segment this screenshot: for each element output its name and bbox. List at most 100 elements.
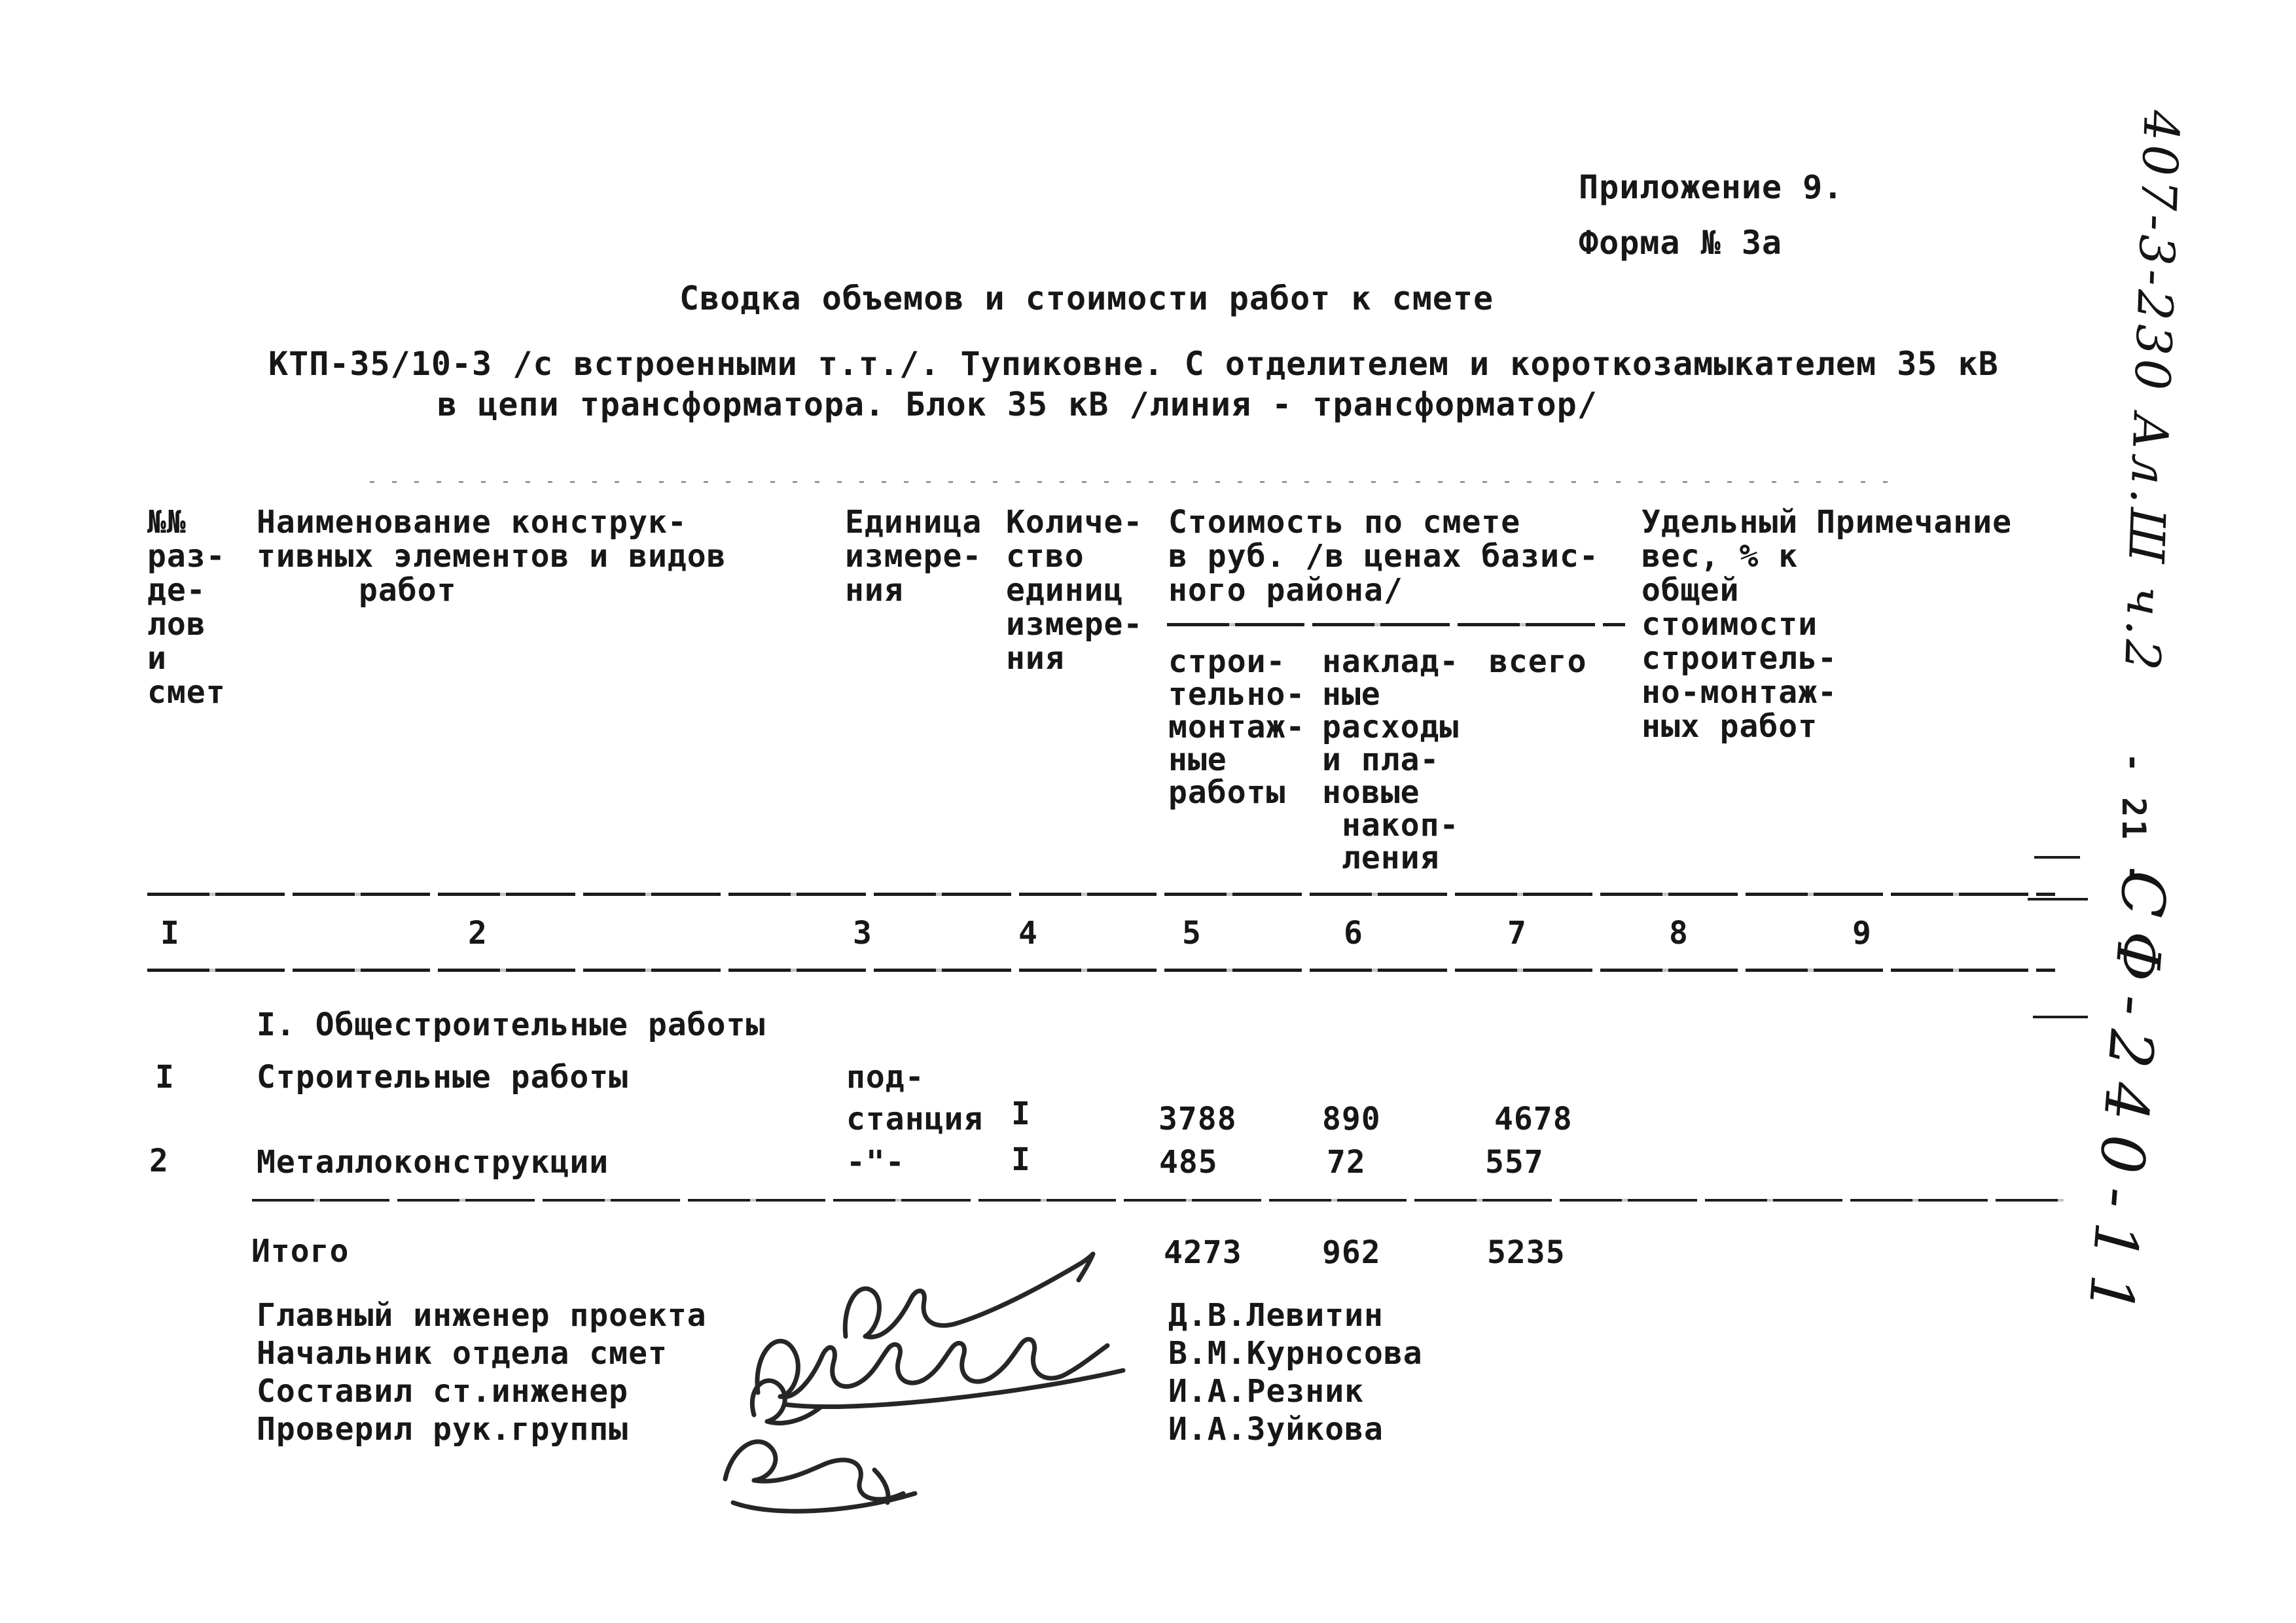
margin-page-number: - 21 - xyxy=(2115,753,2153,887)
col-number-8: 8 xyxy=(1669,915,1689,952)
header-col1-line: лов xyxy=(147,606,206,643)
doc-subtitle-line2: в цепи трансформатора. Блок 35 кВ /линия… xyxy=(437,385,1598,423)
signature-role: Составил ст.инженер xyxy=(257,1373,629,1410)
header-col7-line: всего xyxy=(1489,643,1587,680)
row-qty: I xyxy=(1011,1141,1031,1178)
row-total-cost: 557 xyxy=(1485,1144,1544,1181)
header-col6-line: и пла- xyxy=(1322,741,1440,778)
row-unit: станция xyxy=(846,1101,984,1137)
col-number-2: 2 xyxy=(468,915,488,952)
header-col8-line: ных работ xyxy=(1641,708,1818,745)
header-cost-group-line: в руб. /в ценах базис- xyxy=(1168,538,1599,575)
margin-dash xyxy=(2028,898,2088,901)
totals-overhead-cost: 962 xyxy=(1322,1234,1381,1271)
signature-stroke-zuykova xyxy=(723,1439,918,1514)
col-number-3: 3 xyxy=(853,915,872,952)
margin-doc-number-handwritten: 407-3-230 Ал.Ш ч.2 xyxy=(2113,109,2189,675)
header-col5-line: ные xyxy=(1168,741,1227,778)
row-smr-cost: 485 xyxy=(1159,1144,1218,1181)
doc-title: Сводка объемов и стоимости работ к смете xyxy=(679,279,1494,317)
header-col9-line: Примечание xyxy=(1816,504,2012,541)
row-total-cost: 4678 xyxy=(1494,1101,1573,1137)
header-cost-group-line: Стоимость по смете xyxy=(1168,504,1521,541)
header-col1-line: №№ xyxy=(147,504,187,541)
row-overhead-cost: 72 xyxy=(1327,1144,1366,1181)
row-qty: I xyxy=(1011,1096,1031,1132)
col-number-7: 7 xyxy=(1507,915,1527,952)
signature-stroke-levitin xyxy=(842,1251,1096,1340)
signature-name: Д.В.Левитин xyxy=(1168,1297,1384,1334)
signature-name: И.А.Резник xyxy=(1168,1373,1364,1410)
signature-stroke-kurnosova xyxy=(755,1336,1126,1410)
header-col1-line: де- xyxy=(147,572,206,609)
form-number: Форма № 3а xyxy=(1579,224,1783,262)
header-col8-line: Удельный xyxy=(1641,504,1799,541)
header-col8-line: стоимости xyxy=(1641,606,1818,643)
header-cost-group-line: ного района/ xyxy=(1168,572,1403,609)
header-col5-line: тельно- xyxy=(1168,676,1306,713)
header-col2-line: Наименование конструк- xyxy=(257,504,687,541)
header-col6-line: новые xyxy=(1322,774,1420,811)
col-number-6: 6 xyxy=(1344,915,1363,952)
signature-name: В.М.Курносова xyxy=(1168,1335,1423,1372)
signature-role: Проверил рук.группы xyxy=(257,1411,629,1448)
header-col2-line: тивных элементов и видов xyxy=(257,538,726,575)
header-col4-line: ство xyxy=(1006,538,1085,575)
totals-top-rule xyxy=(252,1199,2064,1202)
row-name: Металлоконструкции xyxy=(257,1144,609,1181)
handwritten-signatures xyxy=(723,1251,1126,1514)
col-number-1: I xyxy=(160,915,180,952)
signature-name: И.А.Зуйкова xyxy=(1168,1411,1384,1448)
header-col1-line: смет xyxy=(147,674,226,711)
header-col3-line: Единица xyxy=(845,504,982,541)
header-col6-line: расходы xyxy=(1322,709,1460,745)
cost-group-underline xyxy=(1167,623,1625,626)
row-unit: -"- xyxy=(846,1144,905,1181)
header-col4-line: Количе- xyxy=(1006,504,1143,541)
header-col5-line: работы xyxy=(1168,774,1286,811)
table-top-rule xyxy=(370,481,1895,483)
doc-subtitle-line1: КТП-35/10-3 /с встроенными т.т./. Тупико… xyxy=(268,345,1999,383)
header-col4-line: ния xyxy=(1006,640,1065,677)
section-heading: I. Общестроительные работы xyxy=(257,1007,766,1043)
header-col4-line: единиц xyxy=(1006,572,1124,609)
totals-label: Итого xyxy=(251,1233,350,1270)
header-col4-line: измере- xyxy=(1006,606,1143,643)
signature-role: Главный инженер проекта xyxy=(257,1297,707,1334)
col-number-4: 4 xyxy=(1018,915,1038,952)
margin-dash xyxy=(2033,1016,2088,1018)
header-col8-line: строитель- xyxy=(1641,640,1837,677)
header-col5-line: монтаж- xyxy=(1168,709,1306,745)
header-col1-line: раз- xyxy=(147,538,226,575)
header-col8-line: общей xyxy=(1641,572,1740,609)
header-col6-line: ления xyxy=(1342,840,1440,876)
totals-total-cost: 5235 xyxy=(1487,1234,1566,1271)
row-num: I xyxy=(155,1059,175,1096)
header-col6-line: наклад- xyxy=(1322,643,1460,680)
col-number-9: 9 xyxy=(1852,915,1872,952)
header-col2-line: работ xyxy=(359,572,457,609)
header-col6-line: накоп- xyxy=(1342,807,1460,844)
margin-code-handwritten: СФ-240-11 xyxy=(2073,868,2179,1330)
totals-smr-cost: 4273 xyxy=(1164,1234,1242,1271)
header-col3-line: ния xyxy=(845,572,904,609)
header-col6-line: ные xyxy=(1322,676,1381,713)
signature-stroke-reznik xyxy=(749,1378,823,1426)
header-col5-line: строи- xyxy=(1168,643,1286,680)
header-col8-line: но-монтаж- xyxy=(1641,674,1837,711)
signature-role: Начальник отдела смет xyxy=(257,1335,668,1372)
row-overhead-cost: 890 xyxy=(1322,1101,1381,1137)
header-col8-line: вес, % к xyxy=(1641,538,1799,575)
header-col1-line: и xyxy=(147,640,167,677)
row-smr-cost: 3788 xyxy=(1158,1101,1237,1137)
row-unit: под- xyxy=(846,1059,925,1096)
appendix-note: Приложение 9. xyxy=(1579,168,1844,206)
row-num: 2 xyxy=(149,1143,169,1179)
colnum-bottom-rule xyxy=(147,969,2055,972)
header-col3-line: измере- xyxy=(845,538,982,575)
col-number-5: 5 xyxy=(1182,915,1202,952)
row-name: Строительные работы xyxy=(257,1059,629,1096)
header-bottom-rule xyxy=(147,893,2055,896)
margin-dash xyxy=(2034,856,2080,859)
